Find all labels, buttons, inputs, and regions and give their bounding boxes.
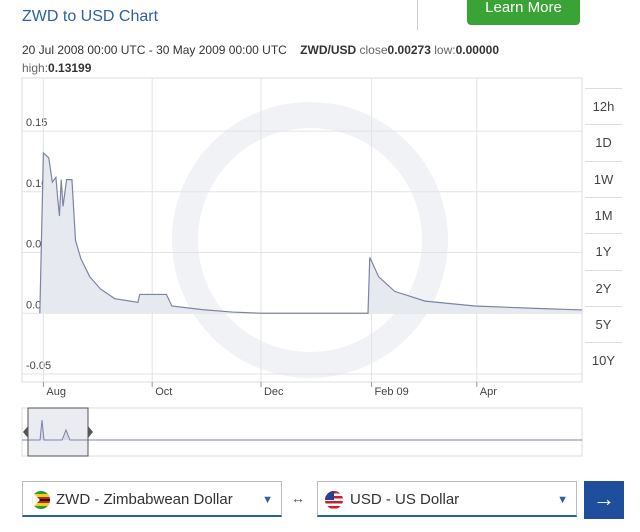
swap[interactable]: ↔ [291, 490, 305, 506]
x-tick-label: Apr [480, 386, 497, 398]
close-label: close [359, 43, 388, 57]
learn-more-button[interactable]: Learn More [467, 0, 580, 25]
x-tick-label: Dec [264, 386, 284, 398]
y-tick-label: 0.15 [26, 117, 47, 129]
us-flag [325, 491, 343, 509]
range-button[interactable]: 10Y [585, 342, 622, 379]
close-value: 0.00273 [387, 43, 431, 57]
navigator-window[interactable] [27, 407, 89, 457]
range-button[interactable]: 1Y [585, 233, 622, 270]
x-tick-label: Feb 09 [375, 386, 409, 398]
low-value: 0.00000 [455, 43, 499, 57]
range-button[interactable]: 1M [585, 196, 622, 234]
x-tick-label: Oct [155, 386, 172, 398]
range-button[interactable]: 2Y [585, 269, 622, 307]
navigator-line [22, 419, 582, 441]
y-tick-label: -0.05 [26, 360, 51, 372]
area-fill [39, 152, 582, 314]
low-label: low: [434, 43, 456, 57]
separator [417, 0, 418, 30]
zw-flag [32, 491, 50, 509]
x-tick-label: Aug [46, 386, 66, 398]
range-button[interactable]: 1W [585, 160, 622, 198]
from-currency: ZWD - Zimbabwean Dollar [56, 491, 233, 508]
high-value: 0.13199 [48, 61, 92, 75]
navigator [21, 407, 583, 457]
high-label: high: [22, 61, 49, 75]
plot-frame [21, 77, 583, 383]
from-select[interactable]: ZWD - Zimbabwean Dollar ▼ [22, 481, 282, 517]
pair: ZWD/USD [300, 43, 357, 57]
convert-button[interactable]: → [584, 481, 624, 519]
to-currency: USD - US Dollar [350, 491, 460, 508]
chart-info: 20 Jul 2008 00:00 UTC - 30 May 2009 00:0… [22, 41, 562, 77]
range-button[interactable]: 12h [585, 88, 622, 125]
to-select[interactable]: USD - US Dollar ▼ [317, 481, 577, 517]
range-button[interactable]: 5Y [585, 305, 622, 343]
page-title: ZWD to USD Chart [22, 8, 159, 25]
watermark [172, 102, 448, 378]
date-range: 20 Jul 2008 00:00 UTC - 30 May 2009 00:0… [22, 43, 287, 57]
range-button[interactable]: 1D [585, 124, 622, 161]
area-line [39, 151, 583, 314]
